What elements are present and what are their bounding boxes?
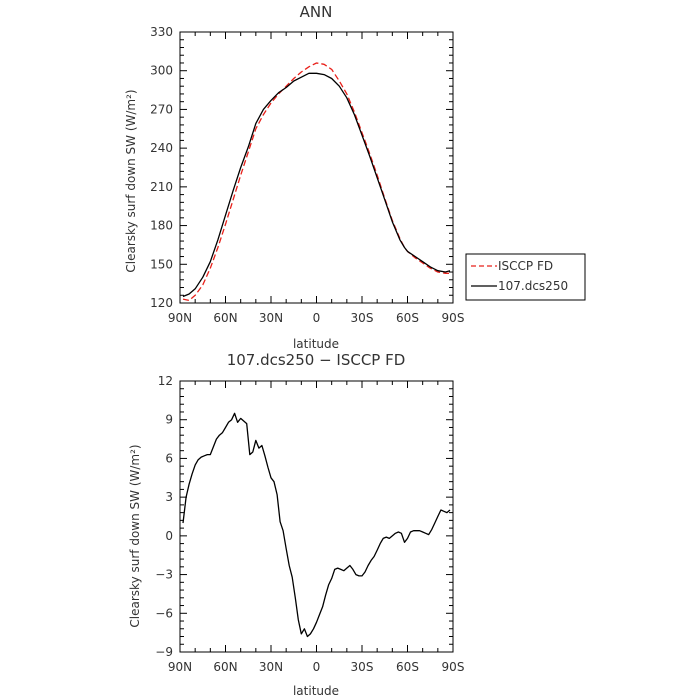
top-chart-x-tick-label: 90N (168, 311, 192, 325)
top-chart-x-tick-label: 30N (259, 311, 283, 325)
bottom-chart-x-tick-label: 60S (396, 660, 419, 674)
bottom-chart-frame (179, 380, 454, 653)
bottom-chart-y-tick-label: −6 (155, 606, 173, 620)
bottom-chart-y-tick-label: 0 (165, 529, 173, 543)
bottom-chart-y-tick-label: 3 (165, 490, 173, 504)
legend-label-isccp-fd: ISCCP FD (498, 259, 553, 273)
top-chart-title: ANN (300, 3, 333, 21)
legend-box (465, 253, 586, 301)
top-chart-y-tick-label: 270 (150, 102, 173, 116)
top-chart-series-lines (182, 62, 451, 302)
bottom-chart-ticks (179, 380, 454, 653)
top-chart-y-tick-label: 240 (150, 141, 173, 155)
top-chart-y-tick-label: 180 (150, 219, 173, 233)
bottom-chart-panel: 107.dcs250 − ISCCP FD latitude Clearsky … (128, 351, 464, 698)
top-chart-x-tick-label: 30S (351, 311, 374, 325)
top-chart-y-tick-label: 210 (150, 180, 173, 194)
bottom-chart-series-line-0 (182, 412, 451, 638)
top-chart-ticks (179, 31, 454, 304)
bottom-chart-y-axis-label: Clearsky surf down SW (W/m²) (128, 444, 142, 627)
bottom-chart-x-axis-label: latitude (293, 684, 339, 698)
top-chart-x-tick-label: 60S (396, 311, 419, 325)
bottom-chart-tick-labels: 90N 60N 30N 0 30S 60S 90S −9 −6 −3 0 3 6 9 12 (155, 374, 464, 674)
bottom-chart-x-tick-label: 30S (351, 660, 374, 674)
bottom-chart-x-tick-label: 0 (313, 660, 321, 674)
bottom-chart-y-tick-label: −9 (155, 645, 173, 659)
bottom-chart-x-tick-label: 60N (213, 660, 237, 674)
top-chart-y-tick-label: 120 (150, 296, 173, 310)
top-chart-tick-labels: 90N 60N 30N 0 30S 60S 90S 120 150 180 210 240 270 300… (150, 25, 464, 325)
bottom-chart-x-tick-label: 90S (442, 660, 465, 674)
bottom-chart-x-tick-label: 30N (259, 660, 283, 674)
legend: ISCCP FD 107.dcs250 (465, 253, 586, 301)
bottom-chart-y-tick-label: 12 (158, 374, 173, 388)
bottom-chart-y-tick-label: 9 (165, 413, 173, 427)
bottom-chart-series-lines (182, 412, 451, 638)
top-chart-x-tick-label: 60N (213, 311, 237, 325)
top-chart-y-axis-label: Clearsky surf down SW (W/m²) (124, 89, 138, 272)
legend-label-107-dcs250: 107.dcs250 (498, 279, 568, 293)
bottom-chart-x-tick-label: 90N (168, 660, 192, 674)
top-chart-x-tick-label: 0 (313, 311, 321, 325)
top-chart-series-line-107-dcs250 (182, 72, 451, 298)
top-chart-frame (179, 31, 454, 304)
top-chart-x-tick-label: 90S (442, 311, 465, 325)
top-chart-panel: ANN latitude Clearsky surf down SW (W/m²… (124, 3, 464, 351)
bottom-chart-title: 107.dcs250 − ISCCP FD (227, 351, 406, 369)
bottom-chart-y-tick-label: −3 (155, 568, 173, 582)
top-chart-y-tick-label: 300 (150, 64, 173, 78)
bottom-chart-y-tick-label: 6 (165, 451, 173, 465)
top-chart-y-tick-label: 330 (150, 25, 173, 39)
top-chart-x-axis-label: latitude (293, 337, 339, 351)
top-chart-y-tick-label: 150 (150, 257, 173, 271)
